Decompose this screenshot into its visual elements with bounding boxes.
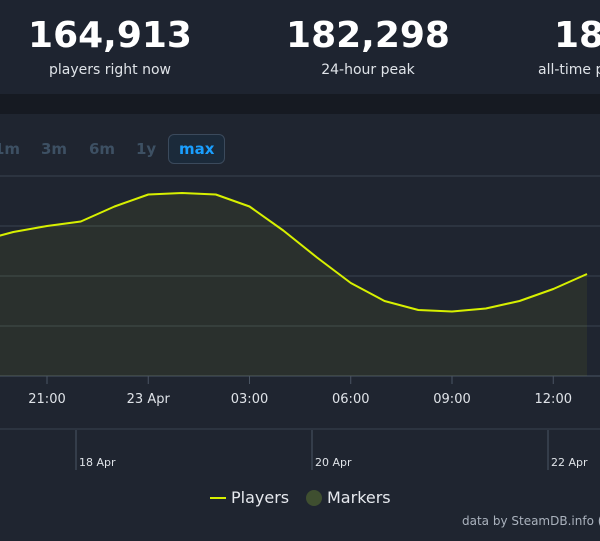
range-button-6m[interactable]: 6m	[89, 140, 116, 158]
range-button-max[interactable]: max	[168, 134, 226, 164]
stat-value: 182,298	[286, 15, 450, 56]
series-line-players	[0, 192, 588, 313]
x-tick-label: 21:00	[28, 392, 65, 407]
x-tick-label: 12:00	[535, 392, 572, 407]
section-divider	[0, 94, 600, 114]
stat-all-time-peak: 182 all-time p	[524, 14, 600, 80]
legend-markers-label[interactable]: Markers	[327, 488, 391, 507]
stat-label: 24-hour peak	[321, 62, 415, 78]
chart-panel	[0, 114, 600, 541]
legend-players-label[interactable]: Players	[231, 488, 290, 507]
range-button-1y[interactable]: 1y	[136, 140, 157, 158]
range-button-1m[interactable]: 1m	[0, 140, 21, 158]
x-tick-label: 06:00	[332, 392, 369, 407]
stat-24h-peak: 182,298 24-hour peak	[268, 14, 468, 80]
stat-label: all-time p	[538, 62, 600, 78]
navigator-label: 22 Apr	[551, 456, 588, 469]
stat-value: 164,913	[28, 15, 192, 56]
x-tick-label: 09:00	[433, 392, 470, 407]
data-credit: data by SteamDB.info (p	[462, 514, 600, 528]
x-tick-label: 03:00	[231, 392, 268, 407]
navigator-label: 20 Apr	[315, 456, 352, 469]
legend-markers-swatch	[306, 490, 322, 506]
stats-bar: 164,913 players right now 182,298 24-hou…	[0, 0, 600, 94]
stat-current-players: 164,913 players right now	[10, 14, 210, 80]
x-tick-label: 23 Apr	[127, 392, 171, 407]
series-area-players	[0, 193, 587, 376]
range-button-3m[interactable]: 3m	[41, 140, 68, 158]
stat-value: 182	[554, 15, 600, 56]
stat-label: players right now	[49, 62, 171, 78]
navigator-label: 18 Apr	[79, 456, 116, 469]
legend-players-swatch	[210, 497, 226, 499]
